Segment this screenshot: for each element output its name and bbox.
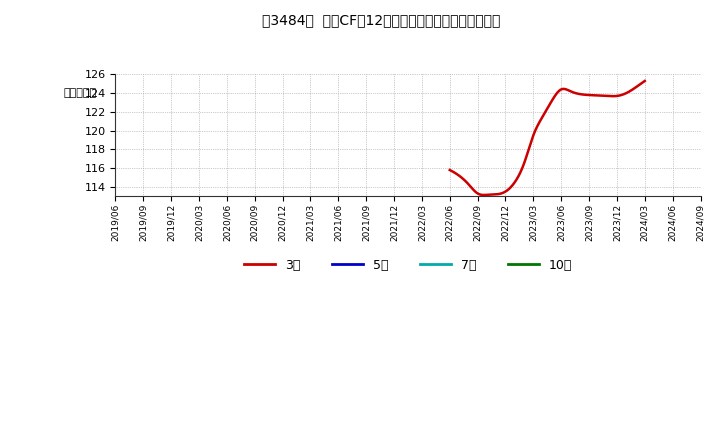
Legend: 3年, 5年, 7年, 10年: 3年, 5年, 7年, 10年 (239, 254, 577, 277)
Y-axis label: （百万円）: （百万円） (64, 88, 97, 98)
Text: ［3484］  投資CFの12か月移動合計の標準偏差の推移: ［3484］ 投資CFの12か月移動合計の標準偏差の推移 (262, 13, 501, 27)
